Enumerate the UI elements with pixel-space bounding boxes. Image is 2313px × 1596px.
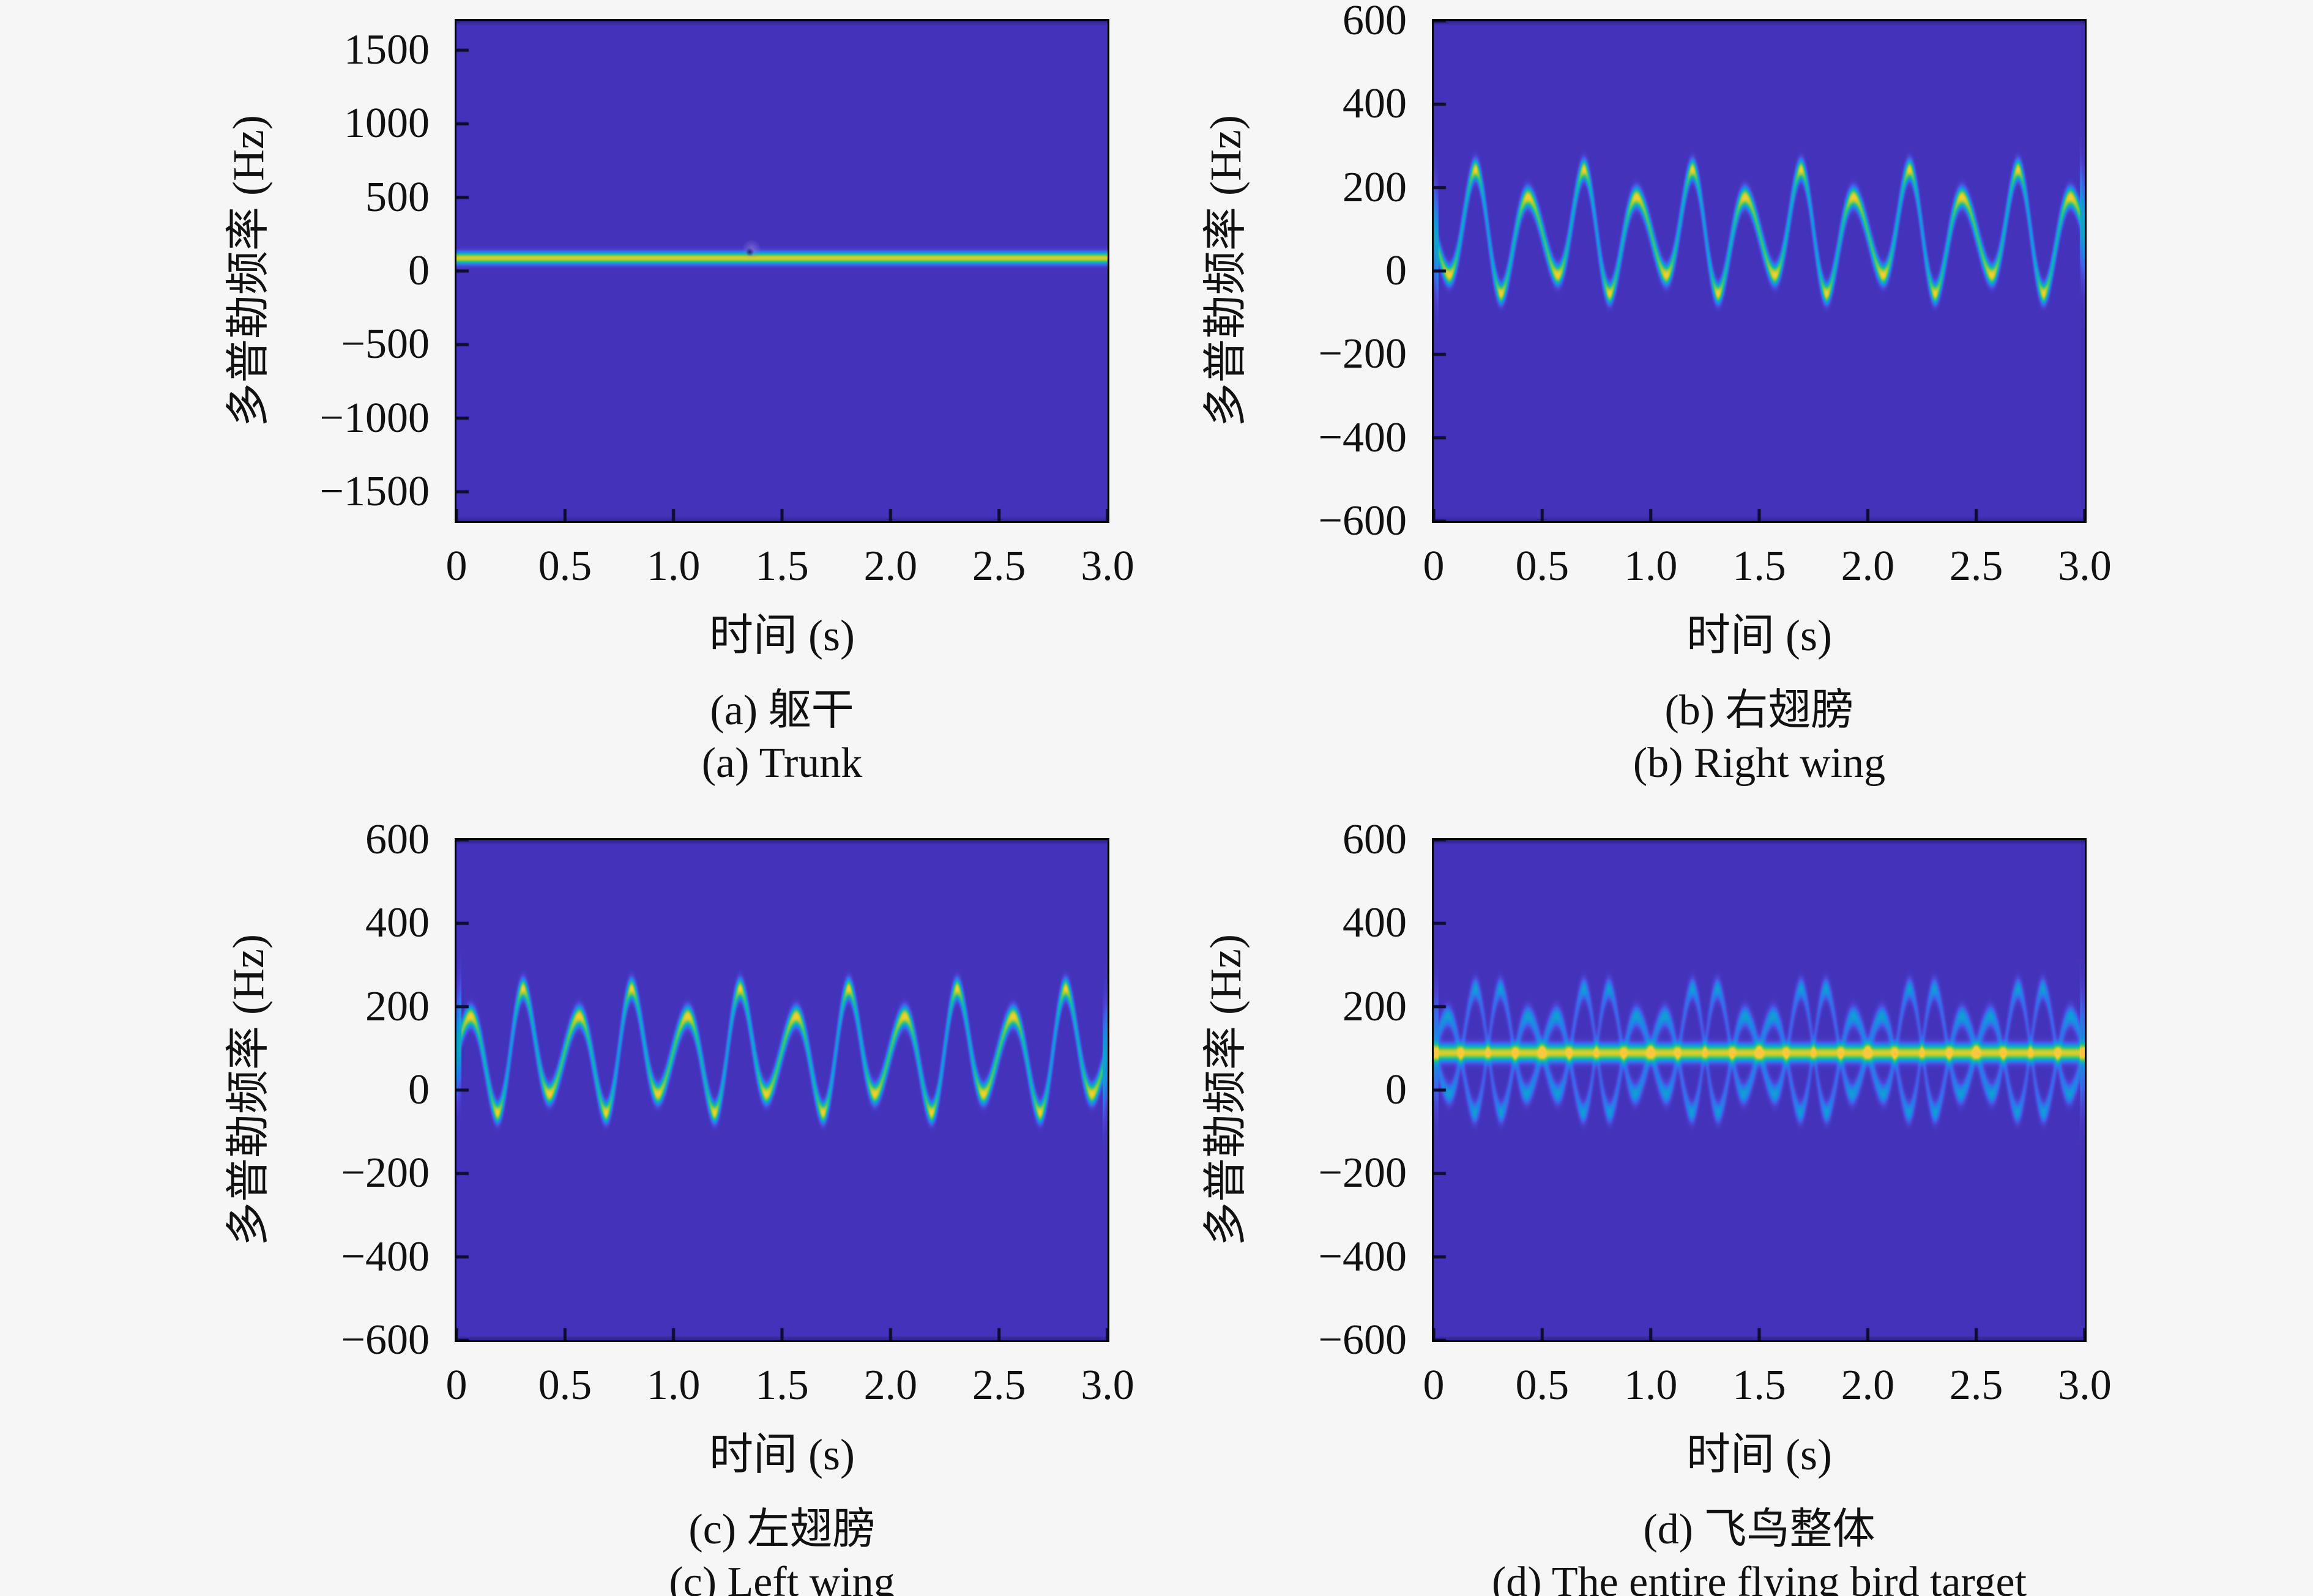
y-tick-label: 500 [365, 173, 430, 221]
y-tick-label: −400 [341, 1233, 430, 1280]
panel-right-wing: 多普勒频率 (Hz) 600 400 200 0 −200 −400 −600 0 0.5 1.… [1201, 0, 2112, 787]
y-tick-label: −200 [341, 1149, 430, 1197]
y-tick-label: 400 [1343, 899, 1407, 947]
x-tick-label: 2.5 [1949, 1362, 2003, 1409]
caption-english: (b) Right wing [1633, 740, 1886, 787]
panel-entire-bird: 多普勒频率 (Hz) 600 400 200 0 −200 −400 −600 0 0.5 1.… [1201, 816, 2112, 1596]
x-tick-label: 2.5 [972, 1362, 1026, 1409]
spectrogram-canvas-right-wing [1432, 19, 2087, 523]
y-tick-label: −500 [341, 321, 430, 368]
x-tick-label: 2.5 [972, 543, 1026, 590]
x-tick-label: 0 [1423, 1362, 1445, 1409]
y-tick-label: −400 [1318, 414, 1407, 461]
y-tick-label: 0 [1385, 247, 1407, 294]
x-tick-label: 3.0 [2058, 1362, 2112, 1409]
x-tick-label: 0.5 [538, 543, 592, 590]
y-tick-label: −600 [1318, 497, 1407, 544]
x-tick-label: 1.0 [646, 543, 701, 590]
y-tick-label: 0 [408, 247, 430, 294]
x-tick-label: 0.5 [538, 1362, 592, 1409]
y-tick-label: 1000 [344, 100, 430, 147]
spectrogram-canvas-trunk [455, 19, 1109, 523]
caption-chinese: (c) 左翅膀 [688, 1506, 876, 1553]
x-tick-label: 1.5 [755, 543, 809, 590]
x-tick-label: 1.5 [755, 1362, 809, 1409]
y-axis-label: 多普勒频率 (Hz) [224, 115, 273, 427]
y-tick-label: −200 [1318, 1149, 1407, 1197]
y-tick-label: 600 [365, 816, 430, 863]
y-tick-label: 200 [1343, 163, 1407, 211]
y-axis-label: 多普勒频率 (Hz) [1201, 115, 1250, 427]
x-tick-label: 1.0 [1623, 1362, 1678, 1409]
y-tick-label: −1500 [319, 467, 430, 515]
caption-english: (c) Left wing [669, 1559, 895, 1596]
caption-english: (a) Trunk [701, 740, 863, 787]
x-tick-label: 0 [445, 543, 467, 590]
y-axis-label: 多普勒频率 (Hz) [224, 934, 273, 1246]
x-tick-label: 3.0 [1081, 543, 1134, 590]
x-tick-label: 1.0 [646, 1362, 701, 1409]
x-tick-label: 1.5 [1732, 1362, 1786, 1409]
y-tick-label: −1000 [319, 394, 430, 442]
x-axis-label: 时间 (s) [709, 611, 855, 660]
x-tick-label: 2.0 [863, 1362, 918, 1409]
x-tick-label: 0.5 [1515, 543, 1570, 590]
y-tick-label: −200 [1318, 330, 1407, 378]
y-tick-label: 0 [1385, 1066, 1407, 1113]
x-tick-label: 2.5 [1949, 543, 2003, 590]
x-tick-label: 0 [445, 1362, 467, 1409]
x-tick-label: 1.0 [1623, 543, 1678, 590]
x-axis-label: 时间 (s) [1686, 611, 1832, 660]
y-tick-label: 400 [1343, 80, 1407, 128]
spectrogram-canvas-left-wing [455, 838, 1109, 1342]
caption-english: (d) The entire flying bird target [1491, 1559, 2027, 1596]
y-tick-label: 400 [365, 899, 430, 947]
y-tick-label: 200 [365, 982, 430, 1030]
caption-chinese: (b) 右翅膀 [1664, 687, 1854, 734]
y-tick-label: −600 [341, 1316, 430, 1364]
y-tick-label: −400 [1318, 1233, 1407, 1280]
spectrogram-canvas-entire-bird [1432, 838, 2087, 1342]
y-tick-label: 1500 [344, 26, 430, 74]
x-axis-label: 时间 (s) [1686, 1430, 1832, 1479]
x-tick-label: 3.0 [1081, 1362, 1134, 1409]
x-axis-label: 时间 (s) [709, 1430, 855, 1479]
x-tick-label: 0.5 [1515, 1362, 1570, 1409]
y-axis-label: 多普勒频率 (Hz) [1201, 934, 1250, 1246]
x-tick-label: 0 [1423, 543, 1445, 590]
y-tick-label: −600 [1318, 1316, 1407, 1364]
y-tick-label: 600 [1343, 816, 1407, 863]
x-tick-label: 1.5 [1732, 543, 1786, 590]
caption-chinese: (d) 飞鸟整体 [1643, 1506, 1875, 1553]
y-tick-label: 0 [408, 1066, 430, 1113]
panel-left-wing: 多普勒频率 (Hz) 600 400 200 0 −200 −400 −600 0 0.5 1.… [224, 816, 1134, 1596]
y-tick-label: 200 [1343, 982, 1407, 1030]
y-tick-label: 600 [1343, 0, 1407, 44]
panel-trunk: 多普勒频率 (Hz) 1500 1000 500 0 −500 −1000 −1500 0 0… [224, 19, 1134, 787]
x-tick-label: 3.0 [2058, 543, 2112, 590]
x-tick-label: 2.0 [1841, 543, 1895, 590]
x-tick-label: 2.0 [1841, 1362, 1895, 1409]
caption-chinese: (a) 躯干 [710, 687, 854, 734]
x-tick-label: 2.0 [863, 543, 918, 590]
